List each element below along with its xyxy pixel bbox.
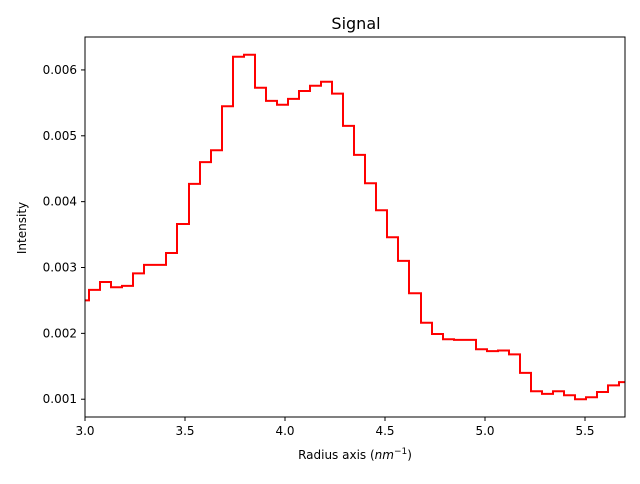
y-tick-label: 0.004 <box>43 195 77 209</box>
x-axis-label: Radius axis (nm−1) <box>298 447 412 462</box>
x-tick-label: 3.0 <box>75 424 94 438</box>
y-tick-label: 0.001 <box>43 392 77 406</box>
plot-area <box>85 53 625 401</box>
x-tick-label: 5.5 <box>575 424 594 438</box>
x-tick-label: 4.5 <box>375 424 394 438</box>
axes-frame <box>84 36 626 418</box>
x-axis-ticks: 3.0 3.5 4.0 4.5 5.0 5.5 <box>75 417 595 438</box>
y-tick-label: 0.006 <box>43 63 77 77</box>
y-tick-label: 0.002 <box>43 326 77 340</box>
y-axis-ticks: 0.001 0.002 0.003 0.004 0.005 0.006 <box>43 63 85 406</box>
y-axis-label: Intensity <box>15 202 29 254</box>
x-tick-label: 5.0 <box>475 424 494 438</box>
x-tick-label: 3.5 <box>175 424 194 438</box>
chart-title: Signal <box>331 14 380 33</box>
y-tick-label: 0.003 <box>43 261 77 275</box>
y-tick-label: 0.005 <box>43 129 77 143</box>
x-tick-label: 4.0 <box>275 424 294 438</box>
signal-step-line <box>85 53 625 401</box>
